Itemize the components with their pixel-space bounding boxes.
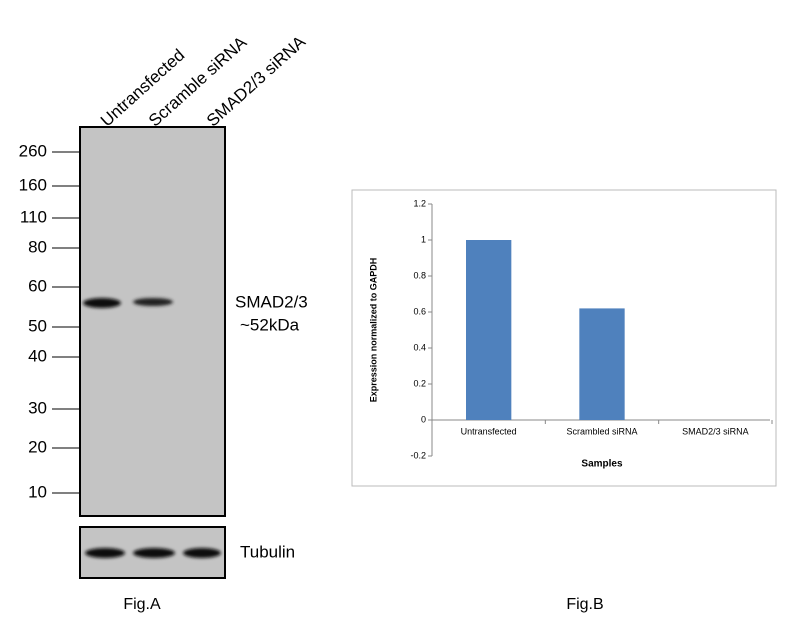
marker-label: 20	[28, 437, 47, 456]
marker-label: 60	[28, 276, 47, 295]
y-tick-label: 0	[421, 414, 426, 424]
band	[133, 298, 173, 306]
band-label: SMAD2/3	[235, 292, 308, 311]
marker-label: 50	[28, 316, 47, 335]
marker-label: 40	[28, 346, 47, 365]
caption: Fig.A	[123, 596, 161, 613]
x-axis-label: Samples	[581, 459, 623, 470]
band-size: ~52kDa	[240, 315, 300, 334]
loading-control: Tubulin	[240, 542, 295, 561]
band	[83, 298, 121, 308]
lane-label: SMAD2/3 siRNA	[203, 32, 310, 131]
band	[85, 548, 125, 558]
chart-frame	[351, 189, 777, 487]
y-tick-label: 1.2	[413, 198, 426, 208]
band	[183, 548, 221, 558]
y-tick-label: 0.6	[413, 306, 426, 316]
x-tick-label: SMAD2/3 siRNA	[682, 426, 749, 436]
marker-label: 260	[19, 141, 47, 160]
y-axis-label: Expression normalized to GAPDH	[368, 258, 378, 403]
x-tick-label: Scrambled siRNA	[566, 426, 637, 436]
marker-label: 10	[28, 482, 47, 501]
lane-label: Untransfected	[97, 45, 188, 130]
y-tick-label: 0.2	[413, 378, 426, 388]
bar	[579, 308, 625, 420]
band	[133, 548, 175, 558]
marker-label: 160	[19, 175, 47, 194]
caption: Fig.B	[566, 596, 603, 613]
y-tick-label: 1	[421, 234, 426, 244]
blot-membrane	[79, 126, 226, 517]
marker-label: 110	[20, 207, 47, 226]
y-tick-label: -0.2	[410, 450, 426, 460]
marker-label: 30	[28, 398, 47, 417]
y-tick-label: 0.8	[413, 270, 426, 280]
y-tick-label: 0.4	[413, 342, 426, 352]
marker-label: 80	[28, 237, 47, 256]
bar	[466, 240, 512, 420]
x-tick-label: Untransfected	[461, 426, 517, 436]
